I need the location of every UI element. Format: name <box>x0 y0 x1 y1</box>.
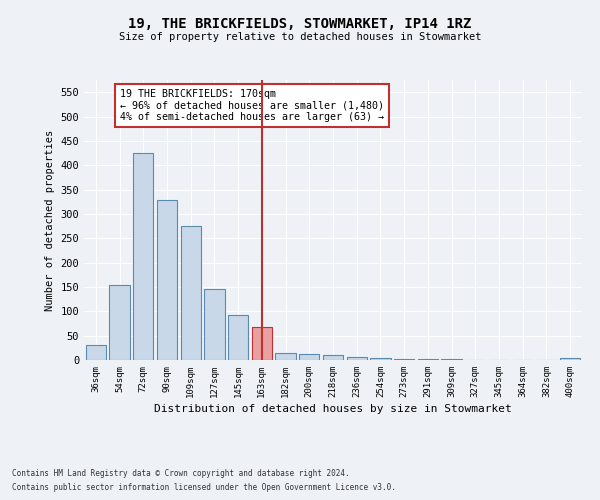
Bar <box>299 354 319 360</box>
Bar <box>418 359 438 360</box>
Text: Contains public sector information licensed under the Open Government Licence v3: Contains public sector information licen… <box>12 484 396 492</box>
Bar <box>157 200 177 360</box>
Bar <box>205 290 224 360</box>
Bar <box>394 358 414 360</box>
Text: Contains HM Land Registry data © Crown copyright and database right 2024.: Contains HM Land Registry data © Crown c… <box>12 468 350 477</box>
Text: 19, THE BRICKFIELDS, STOWMARKET, IP14 1RZ: 19, THE BRICKFIELDS, STOWMARKET, IP14 1R… <box>128 18 472 32</box>
Bar <box>133 153 154 360</box>
Bar <box>442 359 461 360</box>
Bar <box>560 358 580 360</box>
Bar <box>252 327 272 360</box>
Bar <box>347 356 367 360</box>
Bar <box>228 314 248 360</box>
Bar <box>370 358 391 360</box>
Bar <box>109 284 130 360</box>
Bar <box>323 355 343 360</box>
Bar <box>86 346 106 360</box>
X-axis label: Distribution of detached houses by size in Stowmarket: Distribution of detached houses by size … <box>154 404 512 414</box>
Bar <box>275 352 296 360</box>
Bar <box>181 226 201 360</box>
Text: Size of property relative to detached houses in Stowmarket: Size of property relative to detached ho… <box>119 32 481 42</box>
Y-axis label: Number of detached properties: Number of detached properties <box>45 130 55 310</box>
Text: 19 THE BRICKFIELDS: 170sqm
← 96% of detached houses are smaller (1,480)
4% of se: 19 THE BRICKFIELDS: 170sqm ← 96% of deta… <box>119 89 383 122</box>
